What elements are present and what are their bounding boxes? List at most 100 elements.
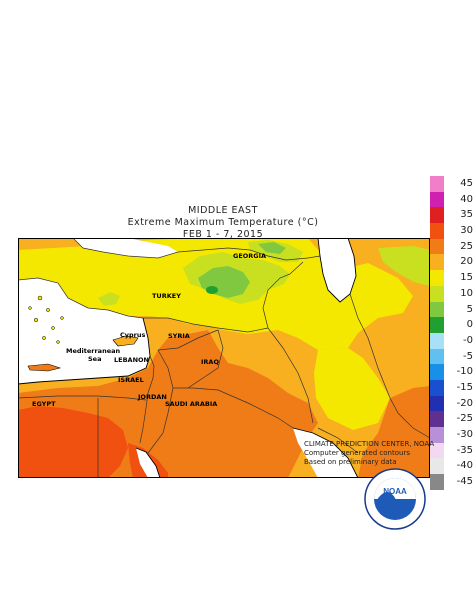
legend-label: -5: [463, 350, 473, 362]
legend-label: -45: [456, 476, 473, 488]
coastlines: [18, 238, 359, 478]
map-label-egypt: EGYPT: [32, 400, 56, 408]
legend-item: 25: [430, 238, 474, 255]
legend-swatch: [430, 395, 444, 412]
legend-swatch: [430, 191, 444, 208]
legend-swatch: [430, 332, 444, 349]
legend-item: 20: [430, 254, 474, 271]
noaa-logo-icon: NOAA: [364, 468, 426, 530]
legend-label: 0: [466, 319, 473, 331]
credit-line-1: CLIMATE PREDICTION CENTER, NOAA: [304, 440, 435, 448]
legend-label: -20: [456, 397, 473, 409]
island-cyprus: [112, 335, 139, 347]
map-label-saudi-arabia: SAUDI ARABIA: [165, 400, 217, 408]
temp-band-25-iran: [358, 386, 430, 478]
temp-band-30: [18, 406, 128, 478]
map-label-georgia: GEORGIA: [233, 252, 266, 260]
temp-band-15-iran: [314, 348, 390, 430]
legend-item: -15: [430, 379, 474, 396]
map-label-iraq: IRAQ: [201, 358, 219, 366]
legend-swatch: [430, 458, 444, 475]
legend-swatch: [430, 411, 444, 427]
legend-item: 0: [430, 317, 474, 333]
legend-swatch: [430, 301, 444, 318]
legend-swatch: [430, 427, 444, 443]
map-title-variable: Extreme Maximum Temperature (°C): [127, 217, 319, 228]
sea-red: [136, 448, 160, 478]
island-crete: [27, 363, 62, 372]
temperature-legend: 45 40 35 30 25 20 15 10 5 0 -0 -5 -10 -15 -20 -25 -30 -35…: [430, 176, 474, 490]
map-label-israel: ISRAEL: [118, 376, 144, 384]
legend-label: 40: [460, 193, 473, 205]
credit-line-3: Based on preliminary data: [304, 458, 397, 466]
legend-swatch: [430, 348, 444, 365]
legend-item: -25: [430, 411, 474, 427]
legend-swatch: [430, 364, 444, 380]
map-title-region: MIDDLE EAST: [188, 205, 258, 216]
legend-item: 5: [430, 301, 474, 318]
legend-label: -25: [456, 413, 473, 425]
legend-label: 30: [460, 225, 473, 237]
legend-item: -0: [430, 332, 474, 349]
legend-swatch: [430, 285, 444, 302]
legend-swatch: [430, 176, 444, 192]
legend-swatch: [430, 254, 444, 271]
map-label-lebanon: LEBANON: [114, 356, 149, 364]
legend-item: 15: [430, 270, 474, 286]
map-frame: [18, 238, 430, 478]
legend-swatch: [430, 223, 444, 239]
temp-band-10-ne: [378, 246, 430, 286]
legend-label: -30: [456, 429, 473, 440]
map-title-period: FEB 1 - 7, 2015: [182, 229, 264, 240]
legend-item: -30: [430, 427, 474, 443]
legend-item: 35: [430, 207, 474, 224]
legend-item: -20: [430, 395, 474, 412]
legend-label: 10: [460, 287, 473, 299]
temp-band-0: [206, 286, 218, 294]
legend-item: -10: [430, 364, 474, 380]
legend-label: -0: [463, 334, 473, 346]
legend-label: -15: [456, 381, 473, 393]
legend-label: 15: [460, 272, 473, 284]
sea-black: [73, 238, 178, 258]
legend-label: -40: [456, 460, 473, 472]
legend-item: -35: [430, 442, 474, 459]
legend-swatch: [430, 379, 444, 396]
map-label-turkey: TURKEY: [152, 292, 181, 300]
legend-swatch: [430, 317, 444, 333]
sea-caspian: [318, 238, 356, 302]
legend-label: 20: [460, 256, 473, 268]
legend-item: 30: [430, 223, 474, 239]
legend-label: -10: [456, 366, 473, 378]
temperature-map: GEORGIA TURKEY Cyprus Mediterranean Sea …: [18, 238, 430, 478]
legend-label: 25: [460, 240, 473, 252]
temp-band-10-west: [98, 292, 120, 306]
legend-label: 35: [460, 209, 473, 221]
map-label-mediterranean: Mediterranean: [66, 347, 120, 355]
map-label-cyprus: Cyprus: [120, 331, 145, 339]
credit-line-2: Computer generated contours: [304, 449, 410, 457]
map-label-syria: SYRIA: [168, 332, 190, 340]
legend-item: 40: [430, 191, 474, 208]
legend-item: -45: [430, 474, 474, 490]
legend-swatch: [430, 207, 444, 224]
legend-item: 10: [430, 285, 474, 302]
legend-item: -40: [430, 458, 474, 475]
legend-swatch: [430, 270, 444, 286]
temp-band-5-caucasus: [258, 242, 286, 254]
legend-label: 5: [466, 303, 473, 315]
sea-mediterranean: [18, 278, 150, 384]
legend-swatch: [430, 474, 444, 490]
legend-swatch: [430, 238, 444, 255]
sea-persian-gulf: [293, 428, 358, 478]
legend-label: 45: [460, 178, 473, 189]
legend-swatch: [430, 442, 444, 459]
country-borders: [18, 238, 430, 478]
legend-item: 45: [430, 176, 474, 192]
aegean-islands: [28, 295, 64, 344]
legend-item: -5: [430, 348, 474, 365]
legend-label: -35: [456, 444, 473, 456]
map-label-jordan: JORDAN: [137, 393, 167, 401]
map-label-sea: Sea: [88, 355, 101, 363]
noaa-logo-text: NOAA: [383, 487, 407, 496]
